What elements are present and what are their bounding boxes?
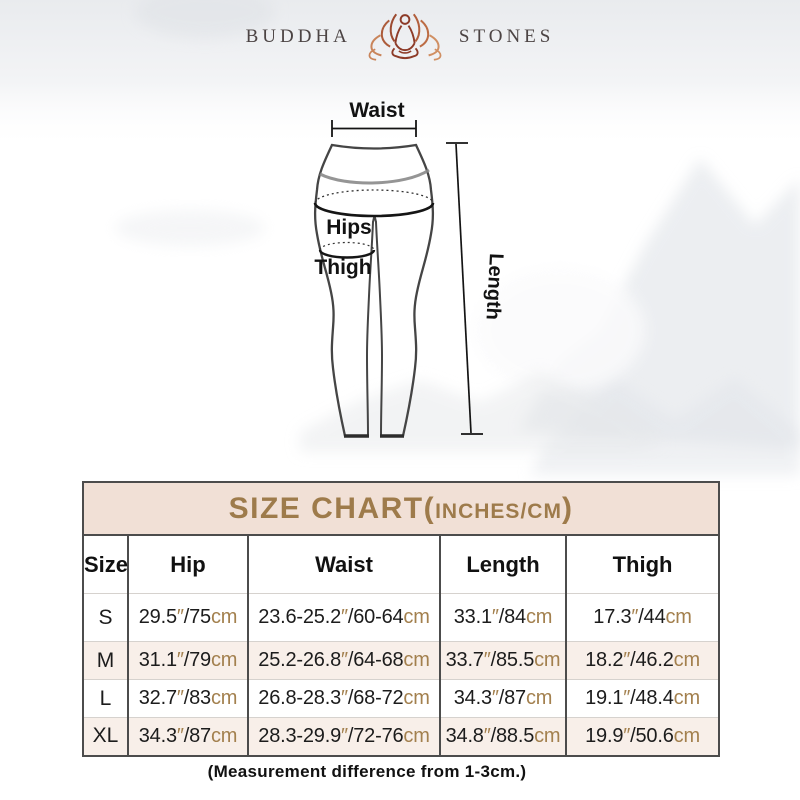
size-table-body: S 29.5″/75cm 23.6-25.2″/60-64cm 33.1″/84cm 1… (83, 593, 720, 756)
title-main-text: SIZE CHART( (228, 491, 436, 525)
leggings-outline (313, 143, 435, 438)
size-chart-title-bar: SIZE CHART(INCHES/CM) (83, 482, 720, 536)
waist-label: Waist (349, 99, 404, 122)
brand-word-right: STONES (458, 26, 555, 47)
length-measurement: 34.8″/88.5cm (439, 717, 566, 756)
hip-measurement: 29.5″/75cm (127, 593, 248, 642)
brand-word-left: BUDDHA (245, 26, 351, 47)
size-row-s: S 29.5″/75cm 23.6-25.2″/60-64cm 33.1″/84cm 1… (83, 593, 720, 642)
waist-measurement: 25.2-26.8″/64-68cm (247, 641, 440, 680)
length-measurement: 33.1″/84cm (439, 593, 566, 642)
hips-ellipse-solid (313, 202, 435, 218)
waist-measure-line (331, 120, 417, 137)
size-label: M (83, 641, 128, 680)
size-chart-title: SIZE CHART(INCHES/CM) (83, 482, 720, 536)
thigh-label: Thigh (314, 256, 371, 279)
brand-logo: BUDDHA STONES (0, 8, 800, 66)
size-label: XL (83, 717, 128, 756)
measurement-note: (Measurement difference from 1-3cm.) (207, 762, 527, 781)
column-header-waist: Waist (247, 535, 440, 594)
column-header-thigh: Thigh (564, 535, 720, 594)
column-header-length: Length (439, 535, 566, 594)
waist-measurement: 26.8-28.3″/68-72cm (247, 679, 440, 718)
title-units-text: INCHES/CM (435, 499, 562, 523)
size-row-m: M 31.1″/79cm 25.2-26.8″/64-68cm 33.7″/85.5c… (83, 641, 720, 680)
hips-ellipse-dotted (314, 189, 434, 204)
thigh-measurement: 19.1″/48.4cm (564, 679, 720, 718)
waistband-line (319, 168, 430, 185)
size-label: S (98, 605, 113, 629)
thigh-measurement: 18.2″/46.2cm (564, 641, 720, 680)
title-close-paren: ) (561, 491, 574, 525)
waist-measurement: 23.6-25.2″/60-64cm (247, 593, 440, 642)
waist-measurement: 28.3-29.9″/72-76cm (247, 717, 440, 756)
thigh-measurement: 17.3″/44cm (564, 593, 720, 642)
length-measurement: 33.7″/85.5cm (439, 641, 566, 680)
column-header-hip: Hip (127, 535, 248, 594)
size-row-l: L 32.7″/83cm 26.8-28.3″/68-72cm 34.3″/87cm 1… (83, 679, 720, 718)
column-header-size: Size (83, 535, 128, 594)
length-label: Length (482, 253, 507, 321)
lotus-meditation-icon (368, 13, 442, 61)
leggings-measurement-diagram: Waist Hips Thigh Length (313, 99, 507, 438)
size-row-xl: XL 34.3″/87cm 28.3-29.9″/72-76cm 34.8″/88.5… (83, 717, 720, 756)
size-chart-table: SIZE CHART(INCHES/CM) Size Hip Waist Length… (82, 481, 721, 757)
thigh-ellipse-dotted (319, 241, 375, 251)
size-label: L (83, 679, 128, 718)
size-table-header-row: Size Hip Waist Length Thigh (83, 535, 720, 594)
length-measure-line (446, 142, 483, 435)
hip-measurement: 31.1″/79cm (127, 641, 248, 680)
hips-label: Hips (326, 216, 372, 239)
length-measurement: 34.3″/87cm (439, 679, 566, 718)
hip-measurement: 34.3″/87cm (127, 717, 248, 756)
thigh-ellipse-solid (318, 249, 376, 259)
hip-measurement: 32.7″/83cm (127, 679, 248, 718)
thigh-measurement: 19.9″/50.6cm (564, 717, 720, 756)
